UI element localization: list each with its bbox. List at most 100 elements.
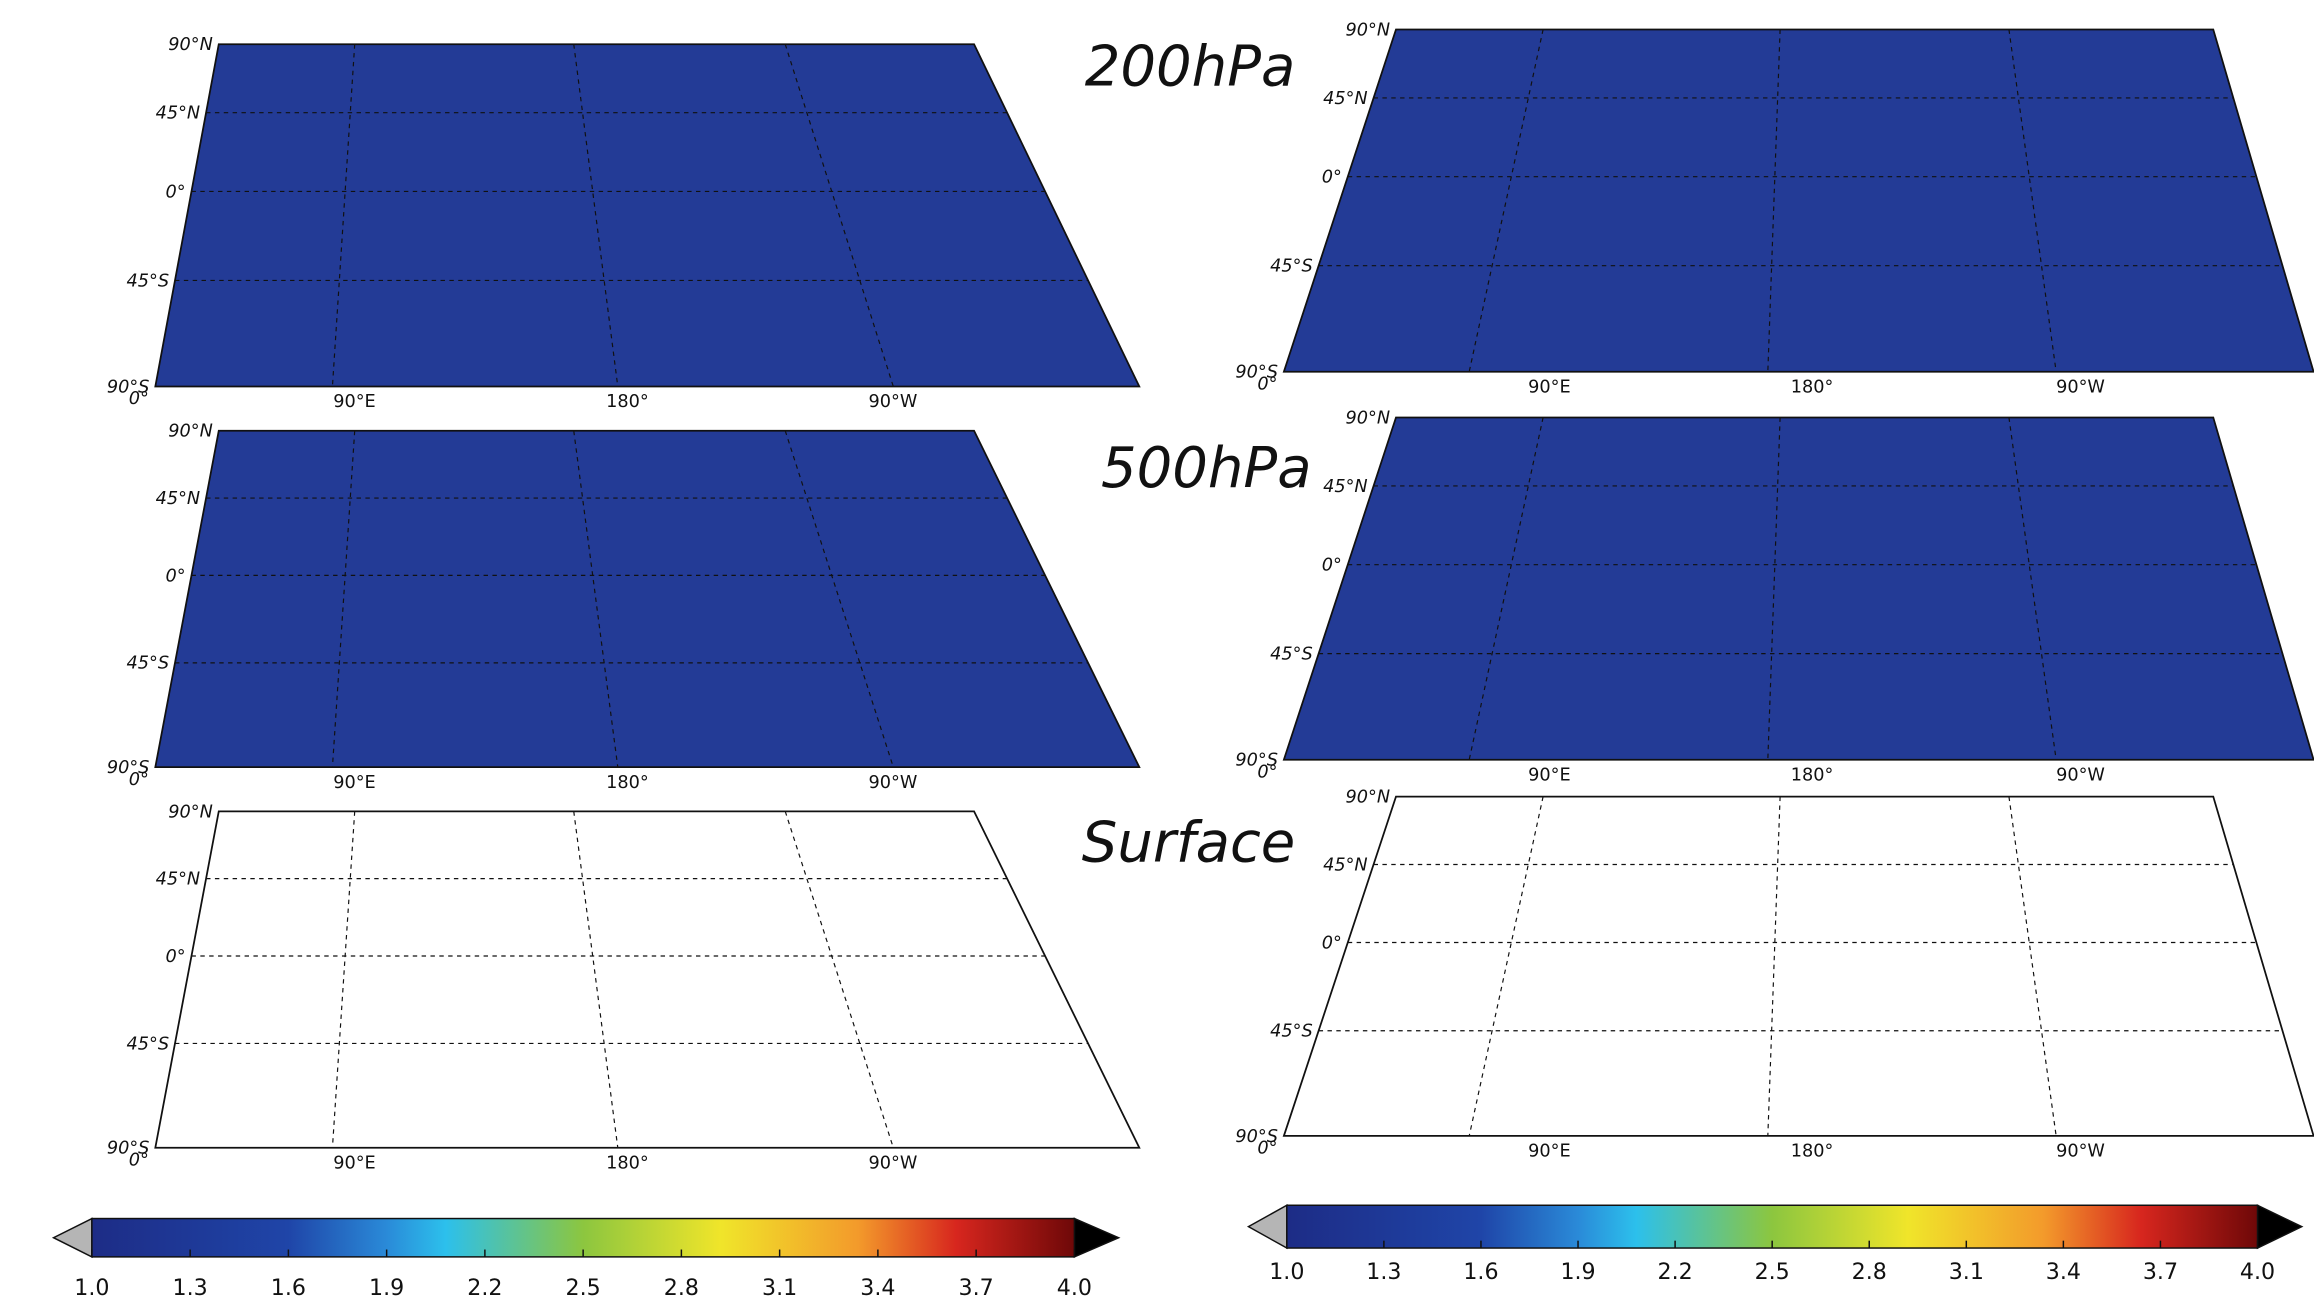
- colorbar-tick-label: 1.9: [369, 1275, 404, 1301]
- map-panel: [1283, 29, 2314, 372]
- colorbar-tick-label: 2.8: [664, 1275, 699, 1301]
- map-panel: [155, 430, 1140, 768]
- lat-label: 90°S: [107, 758, 150, 778]
- graticule: [573, 44, 619, 387]
- colorbar-tick-label: 4.0: [1057, 1275, 1092, 1301]
- lon-label: 180°: [1791, 1142, 1834, 1162]
- lon-label: 180°: [1791, 377, 1834, 397]
- lon-label: 180°: [606, 392, 649, 412]
- lat-label: 90°S: [107, 1139, 150, 1159]
- lon-label: 90°E: [1528, 377, 1571, 397]
- map-background: [1283, 29, 2314, 372]
- lat-label: 90°N: [168, 35, 213, 55]
- lon-label: 90°W: [2056, 377, 2105, 397]
- lon-label: 90°E: [333, 773, 376, 793]
- map-background: [1283, 417, 2314, 760]
- lat-label: 45°S: [127, 271, 170, 291]
- colorbar-tick-label: 4.0: [2240, 1259, 2275, 1285]
- colorbar-tick-label: 3.7: [959, 1275, 994, 1301]
- lat-label: 90°S: [1235, 751, 1278, 771]
- lat-label: 0°: [165, 182, 185, 202]
- lon-label: 0°: [1257, 374, 1277, 394]
- graticule: [2008, 796, 2057, 1136]
- map-frame: [154, 43, 1141, 388]
- lat-label: 45°N: [156, 104, 201, 124]
- map-background: [155, 430, 1140, 768]
- lat-label: 90°S: [1235, 363, 1278, 383]
- lon-label: 90°E: [333, 1153, 376, 1173]
- colorbar-tick-label: 3.1: [762, 1275, 797, 1301]
- lat-label: 45°N: [156, 489, 201, 509]
- colorbar-tick-label: 2.5: [566, 1275, 601, 1301]
- graticule: [784, 430, 894, 768]
- map-frame: [154, 810, 1141, 1149]
- map-background: [1283, 796, 2314, 1136]
- lat-label: 45°N: [156, 870, 201, 890]
- level-label: 200hPa: [1085, 35, 1296, 100]
- colorbar-tick-label: 1.3: [1366, 1259, 1401, 1285]
- lat-label: 90°N: [168, 802, 213, 822]
- lon-label: 90°E: [1528, 765, 1571, 785]
- graticule: [1767, 417, 1781, 760]
- lat-label: 45°S: [1270, 257, 1313, 277]
- lon-label: 90°W: [2056, 765, 2105, 785]
- lat-label: 45°S: [127, 1034, 170, 1054]
- graticule: [1767, 29, 1781, 372]
- lat-label: 45°N: [1323, 477, 1368, 497]
- lat-label: 0°: [1322, 168, 1342, 188]
- map-frame: [154, 429, 1141, 769]
- colorbar-tick-label: 1.9: [1560, 1259, 1595, 1285]
- level-label: Surface: [1082, 811, 1296, 876]
- colorbar-under: [51, 1217, 93, 1259]
- lat-label: 45°N: [1323, 855, 1368, 875]
- lat-label: 90°N: [1345, 408, 1390, 428]
- colorbar-over: [2256, 1204, 2304, 1250]
- graticule: [784, 811, 894, 1148]
- lat-label: 90°S: [1235, 1127, 1278, 1147]
- colorbar-tick-label: 2.5: [1755, 1259, 1790, 1285]
- lat-label: 45°N: [1323, 89, 1368, 109]
- lon-label: 180°: [606, 773, 649, 793]
- graticule: [331, 430, 356, 768]
- map-panel: [155, 44, 1140, 387]
- lon-label: 0°: [1257, 1139, 1277, 1159]
- colorbar-tick-label: 3.4: [860, 1275, 895, 1301]
- lat-label: 0°: [165, 566, 185, 586]
- map-panel: [1283, 796, 2314, 1136]
- lat-label: 45°S: [127, 654, 170, 674]
- graticule: [1767, 796, 1781, 1136]
- colorbar-tick-label: 1.0: [1269, 1259, 1304, 1285]
- colorbar-tick-label: 3.7: [2143, 1259, 2178, 1285]
- colorbar-tick-label: 3.4: [2046, 1259, 2081, 1285]
- lat-label: 90°N: [168, 422, 213, 442]
- lat-label: 90°N: [1345, 788, 1390, 808]
- lat-label: 45°S: [1270, 645, 1313, 665]
- level-label: 500hPa: [1101, 436, 1312, 501]
- lat-label: 45°S: [1270, 1022, 1313, 1042]
- lat-label: 0°: [1322, 933, 1342, 953]
- lat-label: 0°: [165, 947, 185, 967]
- colorbar-over: [1073, 1217, 1121, 1259]
- map-panel: [155, 811, 1140, 1148]
- lon-label: 90°E: [333, 392, 376, 412]
- colorbar-tick-label: 2.2: [467, 1275, 502, 1301]
- graticule: [331, 44, 356, 387]
- colorbar-tick-label: 2.2: [1658, 1259, 1693, 1285]
- lon-label: 90°W: [2056, 1142, 2105, 1162]
- lat-label: 90°S: [107, 377, 150, 397]
- lat-label: 0°: [1322, 556, 1342, 576]
- colorbar-tick-label: 1.3: [173, 1275, 208, 1301]
- map-background: [155, 811, 1140, 1148]
- lon-label: 90°W: [869, 392, 918, 412]
- map-background: [155, 44, 1140, 387]
- colorbar-tick-label: 1.6: [271, 1275, 306, 1301]
- graticule: [331, 811, 356, 1148]
- colorbar-under: [1246, 1204, 1288, 1250]
- lon-label: 0°: [129, 389, 149, 409]
- graticule: [573, 811, 619, 1148]
- lon-label: 0°: [1257, 762, 1277, 782]
- lat-label: 90°N: [1345, 20, 1390, 40]
- lon-label: 0°: [129, 770, 149, 790]
